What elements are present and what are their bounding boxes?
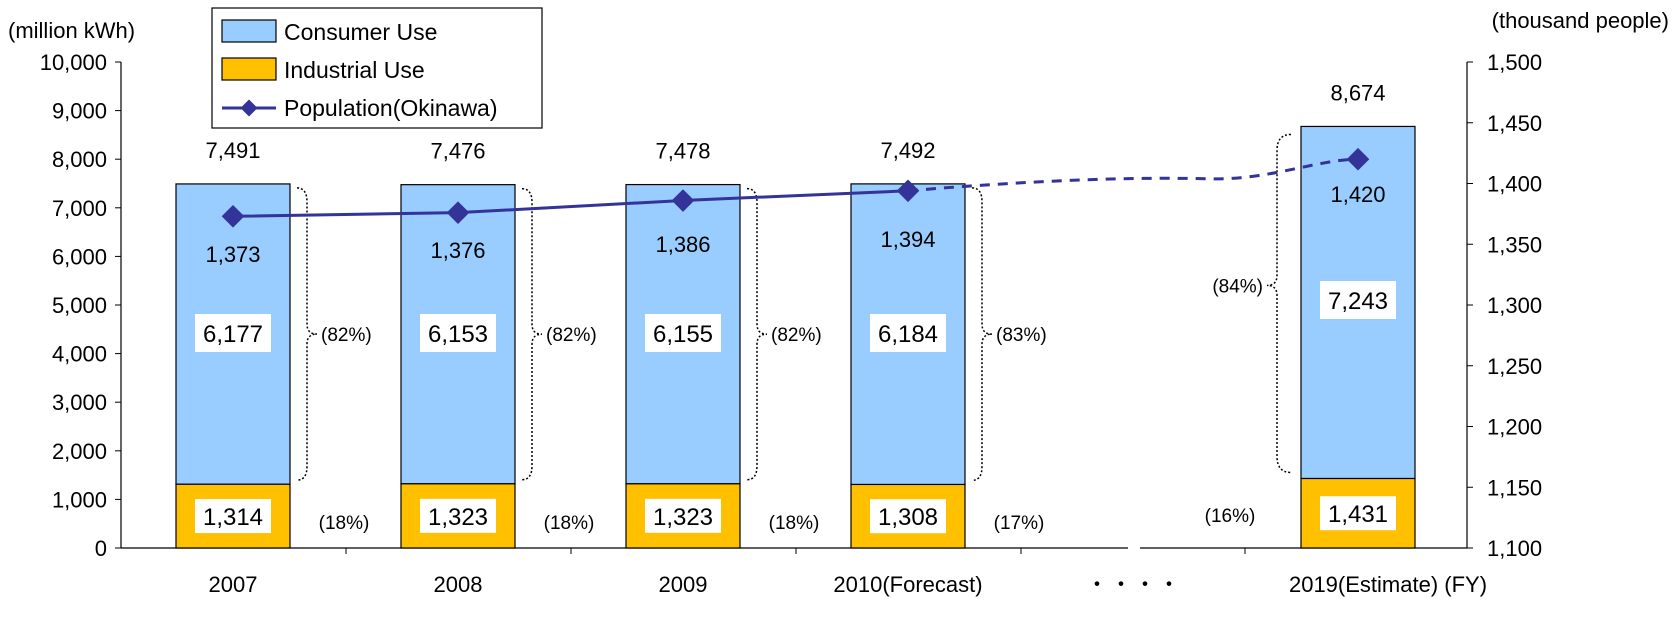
industrial-value-label: 1,308 bbox=[878, 504, 938, 531]
population-line bbox=[233, 191, 908, 217]
industrial-share-label: (17%) bbox=[994, 513, 1045, 534]
category-label: 2010(Forecast) bbox=[833, 572, 982, 597]
industrial-value-label: 1,431 bbox=[1328, 501, 1388, 528]
left-tick-label: 9,000 bbox=[52, 99, 107, 124]
industrial-share-label: (18%) bbox=[319, 513, 370, 534]
category-label: 2009 bbox=[659, 572, 708, 597]
legend-swatch bbox=[222, 20, 276, 42]
left-tick-label: 6,000 bbox=[52, 244, 107, 269]
consumer-value-label: 7,243 bbox=[1328, 288, 1388, 315]
consumer-share-brace bbox=[972, 188, 992, 481]
population-projection-line bbox=[908, 159, 1358, 191]
legend-label: Consumer Use bbox=[284, 19, 437, 45]
left-tick-label: 5,000 bbox=[52, 293, 107, 318]
consumer-share-label: (82%) bbox=[771, 325, 822, 346]
consumer-share-brace bbox=[522, 189, 542, 480]
industrial-share-label: (16%) bbox=[1205, 506, 1256, 527]
consumer-share-label: (82%) bbox=[321, 325, 372, 346]
right-tick-label: 1,200 bbox=[1487, 415, 1542, 440]
right-tick-label: 1,300 bbox=[1487, 293, 1542, 318]
industrial-value-label: 1,323 bbox=[428, 504, 488, 531]
consumer-share-label: (84%) bbox=[1212, 276, 1263, 297]
category-label: 2019(Estimate) (FY) bbox=[1289, 572, 1487, 597]
consumer-share-brace bbox=[747, 189, 767, 480]
right-tick-label: 1,150 bbox=[1487, 475, 1542, 500]
legend-swatch bbox=[222, 58, 276, 80]
total-value-label: 7,492 bbox=[880, 138, 935, 163]
right-tick-label: 1,400 bbox=[1487, 172, 1542, 197]
consumer-share-label: (83%) bbox=[996, 325, 1047, 346]
consumer-share-label: (82%) bbox=[546, 325, 597, 346]
right-tick-label: 1,450 bbox=[1487, 111, 1542, 136]
consumer-value-label: 6,153 bbox=[428, 321, 488, 348]
category-label: 2007 bbox=[209, 572, 258, 597]
population-value-label: 1,376 bbox=[430, 238, 485, 263]
left-tick-label: 4,000 bbox=[52, 342, 107, 367]
left-tick-label: 0 bbox=[95, 536, 107, 561]
right-tick-label: 1,100 bbox=[1487, 536, 1542, 561]
right-tick-label: 1,500 bbox=[1487, 50, 1542, 75]
total-value-label: 7,476 bbox=[430, 139, 485, 164]
legend-label: Industrial Use bbox=[284, 57, 425, 83]
left-tick-label: 3,000 bbox=[52, 390, 107, 415]
axis-gap-marker: ・・・・ bbox=[1086, 572, 1182, 597]
right-tick-label: 1,250 bbox=[1487, 354, 1542, 379]
left-tick-label: 1,000 bbox=[52, 487, 107, 512]
left-tick-label: 7,000 bbox=[52, 196, 107, 221]
population-value-label: 1,386 bbox=[655, 232, 710, 257]
consumer-share-brace bbox=[1267, 134, 1291, 472]
consumer-value-label: 6,155 bbox=[653, 321, 713, 348]
left-tick-label: 10,000 bbox=[40, 50, 107, 75]
consumer-value-label: 6,184 bbox=[878, 321, 938, 348]
population-value-label: 1,373 bbox=[205, 242, 260, 267]
total-value-label: 7,491 bbox=[205, 138, 260, 163]
consumer-value-label: 6,177 bbox=[203, 321, 263, 348]
industrial-value-label: 1,323 bbox=[653, 504, 713, 531]
left-tick-label: 2,000 bbox=[52, 439, 107, 464]
legend-label: Population(Okinawa) bbox=[284, 95, 498, 121]
population-value-label: 1,394 bbox=[880, 227, 935, 252]
industrial-value-label: 1,314 bbox=[203, 504, 263, 531]
left-axis-unit-label: (million kWh) bbox=[8, 18, 135, 43]
industrial-share-label: (18%) bbox=[769, 513, 820, 534]
industrial-share-label: (18%) bbox=[544, 513, 595, 534]
population-value-label: 1,420 bbox=[1330, 182, 1385, 207]
consumer-share-brace bbox=[297, 188, 317, 480]
total-value-label: 8,674 bbox=[1330, 80, 1385, 105]
total-value-label: 7,478 bbox=[655, 139, 710, 164]
category-label: 2008 bbox=[434, 572, 483, 597]
right-axis-unit-label: (thousand people) bbox=[1492, 8, 1669, 33]
left-tick-label: 8,000 bbox=[52, 147, 107, 172]
right-tick-label: 1,350 bbox=[1487, 232, 1542, 257]
